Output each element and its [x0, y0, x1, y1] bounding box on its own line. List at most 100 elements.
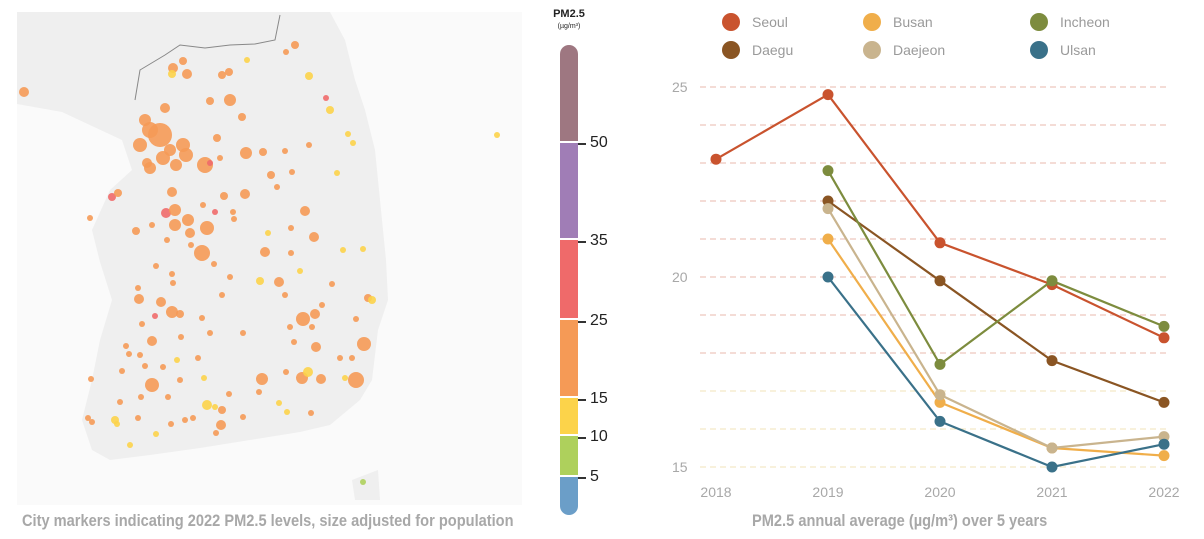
city-marker[interactable] [368, 296, 376, 304]
data-point[interactable] [1158, 450, 1170, 462]
city-marker[interactable] [220, 192, 228, 200]
city-marker[interactable] [353, 316, 359, 322]
city-marker[interactable] [139, 114, 151, 126]
data-point[interactable] [934, 396, 946, 408]
city-marker[interactable] [240, 147, 252, 159]
city-marker[interactable] [179, 57, 187, 65]
city-marker[interactable] [231, 216, 237, 222]
city-marker[interactable] [87, 215, 93, 221]
city-marker[interactable] [169, 204, 181, 216]
city-marker[interactable] [326, 106, 334, 114]
city-marker[interactable] [230, 209, 236, 215]
city-marker[interactable] [170, 159, 182, 171]
city-marker[interactable] [160, 364, 166, 370]
city-marker[interactable] [139, 321, 145, 327]
city-marker[interactable] [297, 268, 303, 274]
data-point[interactable] [934, 358, 946, 370]
city-marker[interactable] [225, 68, 233, 76]
city-marker[interactable] [274, 184, 280, 190]
city-marker[interactable] [134, 294, 144, 304]
city-marker[interactable] [114, 421, 120, 427]
city-marker[interactable] [218, 71, 226, 79]
city-marker[interactable] [291, 339, 297, 345]
city-marker[interactable] [153, 263, 159, 269]
city-marker[interactable] [226, 391, 232, 397]
city-marker[interactable] [166, 306, 178, 318]
city-marker[interactable] [309, 324, 315, 330]
city-marker[interactable] [240, 189, 250, 199]
city-marker[interactable] [216, 420, 226, 430]
data-point[interactable] [1046, 355, 1058, 367]
city-marker[interactable] [182, 214, 194, 226]
city-marker[interactable] [169, 271, 175, 277]
city-marker[interactable] [219, 292, 225, 298]
city-marker[interactable] [168, 421, 174, 427]
city-marker[interactable] [494, 132, 500, 138]
city-marker[interactable] [85, 415, 91, 421]
city-marker[interactable] [160, 103, 170, 113]
city-marker[interactable] [288, 250, 294, 256]
city-marker[interactable] [282, 292, 288, 298]
city-marker[interactable] [211, 261, 217, 267]
city-marker[interactable] [156, 297, 166, 307]
city-marker[interactable] [145, 378, 159, 392]
city-marker[interactable] [200, 202, 206, 208]
data-point[interactable] [1046, 275, 1058, 287]
city-marker[interactable] [126, 351, 132, 357]
city-marker[interactable] [182, 417, 188, 423]
city-marker[interactable] [179, 148, 193, 162]
city-marker[interactable] [206, 97, 214, 105]
data-point[interactable] [710, 153, 722, 165]
city-marker[interactable] [117, 399, 123, 405]
city-marker[interactable] [310, 309, 320, 319]
city-marker[interactable] [217, 155, 223, 161]
city-marker[interactable] [149, 222, 155, 228]
city-marker[interactable] [287, 324, 293, 330]
city-marker[interactable] [194, 245, 210, 261]
city-marker[interactable] [300, 206, 310, 216]
city-marker[interactable] [303, 367, 313, 377]
city-marker[interactable] [127, 442, 133, 448]
city-marker[interactable] [238, 113, 246, 121]
data-point[interactable] [1158, 332, 1170, 344]
city-marker[interactable] [282, 148, 288, 154]
city-marker[interactable] [202, 400, 212, 410]
city-marker[interactable] [224, 94, 236, 106]
city-marker[interactable] [288, 225, 294, 231]
city-marker[interactable] [357, 337, 371, 351]
city-marker[interactable] [256, 373, 268, 385]
city-marker[interactable] [345, 131, 351, 137]
city-marker[interactable] [350, 140, 356, 146]
data-point[interactable] [934, 389, 946, 401]
city-marker[interactable] [201, 375, 207, 381]
city-marker[interactable] [276, 400, 282, 406]
city-marker[interactable] [244, 57, 250, 63]
city-marker[interactable] [283, 49, 289, 55]
data-point[interactable] [822, 271, 834, 283]
city-marker[interactable] [291, 41, 299, 49]
city-marker[interactable] [212, 404, 218, 410]
city-marker[interactable] [360, 246, 366, 252]
city-marker[interactable] [334, 170, 340, 176]
data-point[interactable] [822, 233, 834, 245]
city-marker[interactable] [135, 415, 141, 421]
city-marker[interactable] [283, 369, 289, 375]
city-marker[interactable] [168, 70, 176, 78]
city-marker[interactable] [256, 277, 264, 285]
city-marker[interactable] [323, 95, 329, 101]
city-marker[interactable] [240, 330, 246, 336]
city-marker[interactable] [309, 232, 319, 242]
city-marker[interactable] [340, 247, 346, 253]
city-marker[interactable] [178, 334, 184, 340]
city-marker[interactable] [147, 336, 157, 346]
city-marker[interactable] [137, 352, 143, 358]
city-marker[interactable] [199, 315, 205, 321]
city-marker[interactable] [348, 372, 364, 388]
city-marker[interactable] [256, 389, 262, 395]
data-point[interactable] [822, 89, 834, 101]
city-marker[interactable] [342, 375, 348, 381]
city-marker[interactable] [153, 431, 159, 437]
city-marker[interactable] [337, 355, 343, 361]
city-marker[interactable] [349, 355, 355, 361]
city-marker[interactable] [132, 227, 140, 235]
